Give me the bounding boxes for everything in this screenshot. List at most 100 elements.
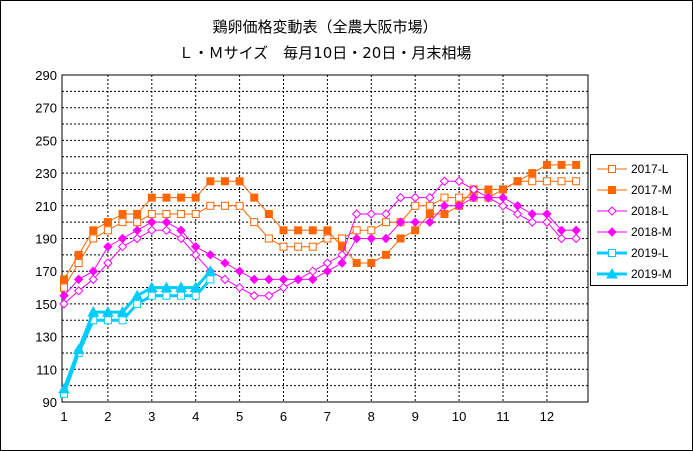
y-tick-label: 90 [43,395,57,410]
data-point-2017-L [528,177,537,186]
data-point-2019-M [87,306,100,317]
data-point-2017-L [206,201,215,210]
data-point-2017-M [513,177,522,186]
data-point-2017-L [338,234,347,243]
data-point-2017-L [162,209,171,218]
data-point-2018-L [234,282,245,293]
x-tick-label: 11 [496,409,510,424]
y-tick-label: 290 [35,68,57,83]
data-point-2017-L [557,177,566,186]
data-point-2018-L [556,233,567,244]
data-point-2017-L [381,218,390,227]
data-point-2017-M [440,209,449,218]
legend-swatch [597,186,627,194]
data-point-2017-M [367,259,376,268]
chart-subtitle: Ｌ・Ｍサイズ 毎月10日・20日・月末相場 [178,44,472,62]
y-tick-label: 210 [35,199,57,214]
data-point-2018-M [293,274,303,285]
data-point-2018-M [59,291,69,301]
data-point-2018-L [425,192,435,203]
data-point-2018-M [542,209,552,219]
data-point-2018-M [117,233,128,244]
data-point-2017-M [484,185,493,194]
data-point-2018-M [190,241,201,252]
data-point-2017-M [294,226,303,235]
data-point-2017-L [89,234,98,243]
data-point-2019-L [103,316,112,325]
data-point-2018-L [571,233,581,244]
data-point-2018-M [337,258,347,268]
data-point-2018-M [381,233,391,244]
legend-swatch [597,206,627,216]
data-point-2019-M [72,343,85,355]
x-tick-label: 8 [368,409,375,424]
legend-label: 2018-M [631,225,672,239]
data-point-2017-L [147,209,156,218]
data-point-2018-M [88,266,98,276]
x-tick-label: 10 [452,409,466,424]
data-point-2017-L [177,209,186,218]
legend-swatch [597,249,627,257]
data-point-2017-M [323,226,332,235]
data-point-2017-M [206,177,215,186]
data-point-2019-M [58,382,70,394]
data-point-2019-L [147,291,156,300]
data-point-2018-M [132,225,142,236]
data-point-2017-L [118,218,127,227]
data-point-2018-L [512,209,523,219]
data-point-2019-L [133,299,142,308]
data-point-2018-L [498,201,508,211]
data-point-2018-M [439,201,450,211]
y-tick-label: 250 [35,133,57,148]
data-point-2017-M [103,218,112,227]
data-point-2019-M [189,281,202,293]
data-point-2017-L [440,193,449,202]
data-point-2017-M [162,193,171,202]
data-point-2017-M [118,209,127,218]
data-point-2018-M [322,266,333,276]
data-point-2018-L [147,225,157,236]
legend-item-2018-L: 2018-L [591,201,687,223]
data-point-2019-M [204,265,217,276]
y-tick-label: 110 [36,362,57,377]
chart-legend: 2017-L 2017-M 2018-L 2018-M 2019-L 2019-M [590,154,688,286]
data-point-2019-M [116,306,129,317]
data-point-2017-M [528,169,537,178]
y-tick-label: 230 [35,166,57,181]
data-point-2018-M [425,217,435,227]
data-point-2018-L [190,250,201,260]
data-point-2017-L [60,283,68,292]
data-point-2018-M [527,209,537,219]
legend-item-2019-M: 2019-M [591,264,687,286]
data-point-2018-L [264,291,274,301]
x-tick-label: 6 [280,409,287,424]
data-point-2018-M [366,233,377,244]
legend-label: 2019-L [631,246,669,260]
data-point-2019-M [131,289,144,301]
data-point-2018-L [132,233,142,244]
data-point-2019-M [175,281,187,293]
data-point-2017-L [279,242,288,251]
data-point-2018-M [264,274,274,285]
data-point-2017-L [308,242,317,251]
data-point-2017-L [133,218,142,227]
data-point-2018-M [469,192,479,203]
data-point-2019-M [145,281,158,293]
data-point-2018-M [351,233,362,244]
data-point-2017-M [235,177,244,186]
data-point-2017-L [455,193,464,202]
legend-item-2017-M: 2017-M [591,180,687,202]
legend-marker [608,186,616,194]
legend-label: 2018-L [631,204,669,218]
data-point-2018-L [395,192,406,203]
x-tick-label: 3 [148,409,155,424]
data-point-2019-M [102,306,114,317]
data-point-2018-M [410,217,420,227]
data-point-2017-L [425,201,434,210]
data-point-2018-M [278,274,289,285]
data-point-2017-M [264,209,273,218]
data-point-2018-M [571,225,581,236]
data-point-2018-M [556,225,567,236]
data-point-2017-M [381,250,390,259]
